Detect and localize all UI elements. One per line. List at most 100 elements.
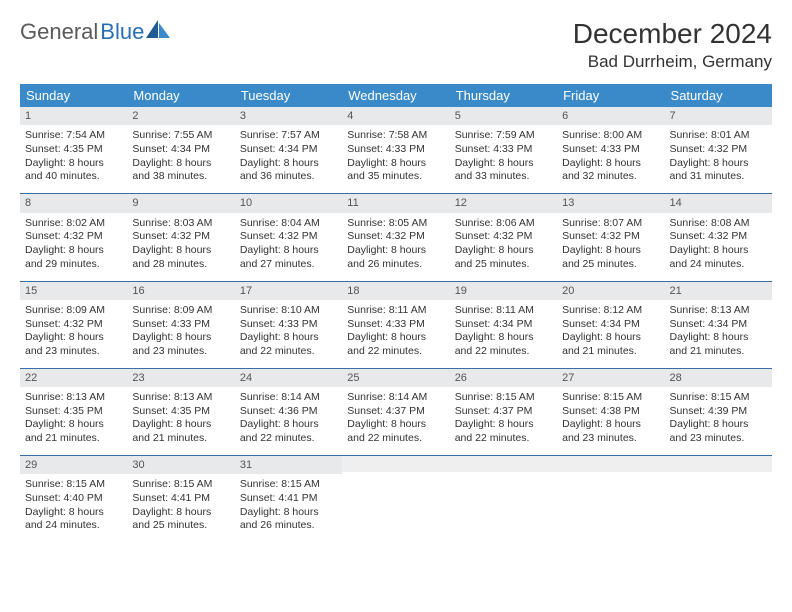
sunrise-text: Sunrise: 8:00 AM bbox=[562, 129, 659, 143]
calendar-row: 29Sunrise: 8:15 AMSunset: 4:40 PMDayligh… bbox=[20, 456, 772, 542]
day-number: 12 bbox=[450, 194, 557, 212]
day-body: Sunrise: 8:15 AMSunset: 4:39 PMDaylight:… bbox=[665, 387, 772, 455]
day-body: Sunrise: 8:04 AMSunset: 4:32 PMDaylight:… bbox=[235, 213, 342, 281]
sunrise-text: Sunrise: 8:09 AM bbox=[25, 304, 122, 318]
calendar-cell: 14Sunrise: 8:08 AMSunset: 4:32 PMDayligh… bbox=[665, 194, 772, 280]
sunset-text: Sunset: 4:34 PM bbox=[670, 318, 767, 332]
calendar-cell: 13Sunrise: 8:07 AMSunset: 4:32 PMDayligh… bbox=[557, 194, 664, 280]
sunset-text: Sunset: 4:36 PM bbox=[240, 405, 337, 419]
sunrise-text: Sunrise: 8:05 AM bbox=[347, 217, 444, 231]
day-number: 31 bbox=[235, 456, 342, 474]
calendar-cell-empty bbox=[342, 456, 449, 542]
sunset-text: Sunset: 4:35 PM bbox=[25, 143, 122, 157]
sunrise-text: Sunrise: 8:04 AM bbox=[240, 217, 337, 231]
month-title: December 2024 bbox=[573, 18, 772, 50]
day-number bbox=[665, 456, 772, 472]
sunrise-text: Sunrise: 8:13 AM bbox=[670, 304, 767, 318]
sunset-text: Sunset: 4:33 PM bbox=[347, 318, 444, 332]
daylight-text: Daylight: 8 hours and 38 minutes. bbox=[132, 157, 229, 184]
day-number: 9 bbox=[127, 194, 234, 212]
day-body: Sunrise: 8:14 AMSunset: 4:37 PMDaylight:… bbox=[342, 387, 449, 455]
daylight-text: Daylight: 8 hours and 36 minutes. bbox=[240, 157, 337, 184]
sunrise-text: Sunrise: 8:11 AM bbox=[455, 304, 552, 318]
day-body: Sunrise: 7:54 AMSunset: 4:35 PMDaylight:… bbox=[20, 125, 127, 193]
calendar-cell-empty bbox=[557, 456, 664, 542]
calendar-cell: 3Sunrise: 7:57 AMSunset: 4:34 PMDaylight… bbox=[235, 107, 342, 193]
sunrise-text: Sunrise: 8:09 AM bbox=[132, 304, 229, 318]
day-number: 19 bbox=[450, 282, 557, 300]
day-number: 5 bbox=[450, 107, 557, 125]
day-body: Sunrise: 8:09 AMSunset: 4:32 PMDaylight:… bbox=[20, 300, 127, 368]
sunset-text: Sunset: 4:33 PM bbox=[347, 143, 444, 157]
sunset-text: Sunset: 4:35 PM bbox=[25, 405, 122, 419]
sunrise-text: Sunrise: 8:15 AM bbox=[670, 391, 767, 405]
day-body: Sunrise: 8:13 AMSunset: 4:34 PMDaylight:… bbox=[665, 300, 772, 368]
calendar-row: 22Sunrise: 8:13 AMSunset: 4:35 PMDayligh… bbox=[20, 369, 772, 456]
day-body: Sunrise: 8:10 AMSunset: 4:33 PMDaylight:… bbox=[235, 300, 342, 368]
daylight-text: Daylight: 8 hours and 21 minutes. bbox=[562, 331, 659, 358]
day-body: Sunrise: 8:05 AMSunset: 4:32 PMDaylight:… bbox=[342, 213, 449, 281]
sunset-text: Sunset: 4:33 PM bbox=[455, 143, 552, 157]
day-number bbox=[557, 456, 664, 472]
calendar-cell: 25Sunrise: 8:14 AMSunset: 4:37 PMDayligh… bbox=[342, 369, 449, 455]
day-number: 2 bbox=[127, 107, 234, 125]
day-number: 18 bbox=[342, 282, 449, 300]
day-body bbox=[557, 472, 664, 540]
day-number: 24 bbox=[235, 369, 342, 387]
title-block: December 2024 Bad Durrheim, Germany bbox=[573, 18, 772, 72]
sunset-text: Sunset: 4:34 PM bbox=[455, 318, 552, 332]
sunrise-text: Sunrise: 8:15 AM bbox=[132, 478, 229, 492]
day-number: 11 bbox=[342, 194, 449, 212]
daylight-text: Daylight: 8 hours and 33 minutes. bbox=[455, 157, 552, 184]
sunset-text: Sunset: 4:33 PM bbox=[240, 318, 337, 332]
weekday-header-cell: Monday bbox=[127, 84, 234, 107]
day-number: 17 bbox=[235, 282, 342, 300]
sunrise-text: Sunrise: 8:10 AM bbox=[240, 304, 337, 318]
sunset-text: Sunset: 4:32 PM bbox=[455, 230, 552, 244]
day-number: 28 bbox=[665, 369, 772, 387]
logo-text-general: General bbox=[20, 19, 98, 45]
logo: GeneralBlue bbox=[20, 18, 172, 45]
day-body: Sunrise: 8:00 AMSunset: 4:33 PMDaylight:… bbox=[557, 125, 664, 193]
sunset-text: Sunset: 4:38 PM bbox=[562, 405, 659, 419]
sunrise-text: Sunrise: 8:14 AM bbox=[240, 391, 337, 405]
sunrise-text: Sunrise: 8:15 AM bbox=[455, 391, 552, 405]
calendar-cell: 30Sunrise: 8:15 AMSunset: 4:41 PMDayligh… bbox=[127, 456, 234, 542]
sunset-text: Sunset: 4:32 PM bbox=[240, 230, 337, 244]
sunrise-text: Sunrise: 8:15 AM bbox=[25, 478, 122, 492]
day-body: Sunrise: 7:58 AMSunset: 4:33 PMDaylight:… bbox=[342, 125, 449, 193]
day-number: 27 bbox=[557, 369, 664, 387]
logo-text-blue: Blue bbox=[100, 19, 144, 45]
sunset-text: Sunset: 4:34 PM bbox=[562, 318, 659, 332]
calendar-cell: 19Sunrise: 8:11 AMSunset: 4:34 PMDayligh… bbox=[450, 282, 557, 368]
day-number: 22 bbox=[20, 369, 127, 387]
sunrise-text: Sunrise: 7:57 AM bbox=[240, 129, 337, 143]
day-body: Sunrise: 8:07 AMSunset: 4:32 PMDaylight:… bbox=[557, 213, 664, 281]
daylight-text: Daylight: 8 hours and 28 minutes. bbox=[132, 244, 229, 271]
sunset-text: Sunset: 4:32 PM bbox=[670, 230, 767, 244]
day-body: Sunrise: 8:11 AMSunset: 4:33 PMDaylight:… bbox=[342, 300, 449, 368]
sunrise-text: Sunrise: 8:03 AM bbox=[132, 217, 229, 231]
day-number: 3 bbox=[235, 107, 342, 125]
weekday-header-cell: Thursday bbox=[450, 84, 557, 107]
sunrise-text: Sunrise: 8:12 AM bbox=[562, 304, 659, 318]
sunrise-text: Sunrise: 8:14 AM bbox=[347, 391, 444, 405]
weekday-header-cell: Tuesday bbox=[235, 84, 342, 107]
sunrise-text: Sunrise: 8:07 AM bbox=[562, 217, 659, 231]
calendar-cell: 7Sunrise: 8:01 AMSunset: 4:32 PMDaylight… bbox=[665, 107, 772, 193]
daylight-text: Daylight: 8 hours and 24 minutes. bbox=[25, 506, 122, 533]
sunset-text: Sunset: 4:32 PM bbox=[347, 230, 444, 244]
calendar-cell: 12Sunrise: 8:06 AMSunset: 4:32 PMDayligh… bbox=[450, 194, 557, 280]
calendar-page: GeneralBlue December 2024 Bad Durrheim, … bbox=[0, 0, 792, 552]
day-body: Sunrise: 8:02 AMSunset: 4:32 PMDaylight:… bbox=[20, 213, 127, 281]
calendar-cell: 20Sunrise: 8:12 AMSunset: 4:34 PMDayligh… bbox=[557, 282, 664, 368]
day-number: 1 bbox=[20, 107, 127, 125]
day-number: 25 bbox=[342, 369, 449, 387]
weekday-header-cell: Sunday bbox=[20, 84, 127, 107]
sunset-text: Sunset: 4:32 PM bbox=[25, 318, 122, 332]
daylight-text: Daylight: 8 hours and 35 minutes. bbox=[347, 157, 444, 184]
calendar-cell: 10Sunrise: 8:04 AMSunset: 4:32 PMDayligh… bbox=[235, 194, 342, 280]
day-number: 13 bbox=[557, 194, 664, 212]
daylight-text: Daylight: 8 hours and 21 minutes. bbox=[670, 331, 767, 358]
day-number: 23 bbox=[127, 369, 234, 387]
